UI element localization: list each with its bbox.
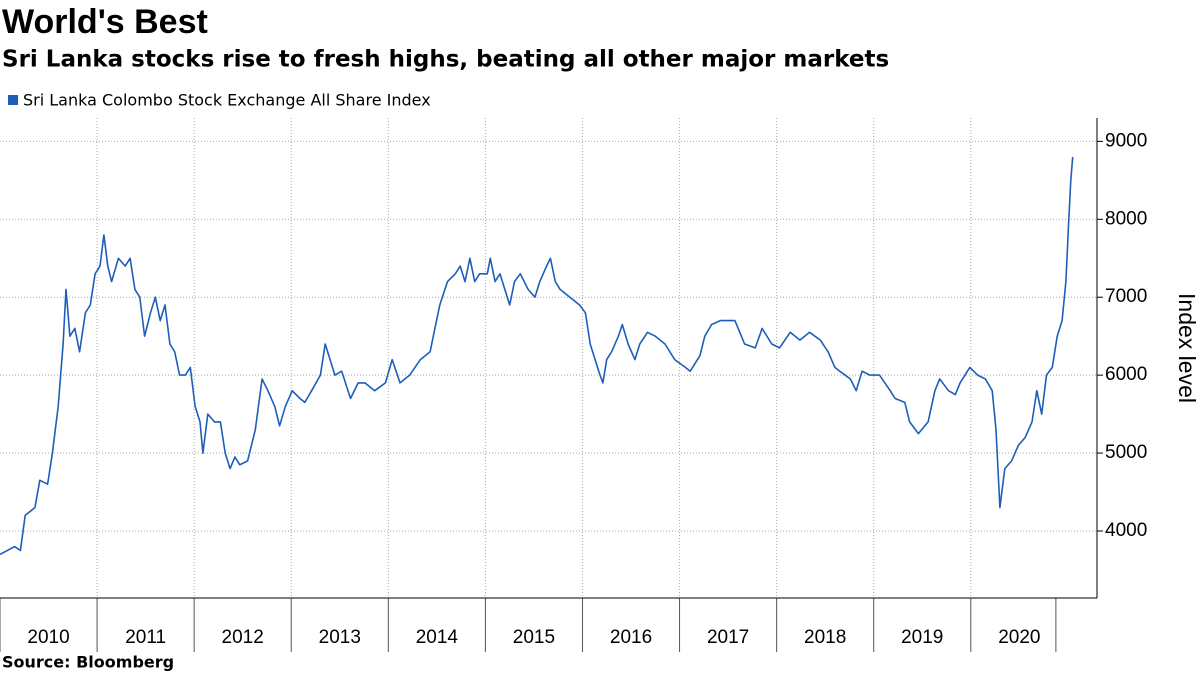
chart-title: World's Best [2, 3, 208, 41]
x-tick-label: 2011 [125, 627, 166, 648]
y-axis-label: Index level [1174, 293, 1200, 403]
line [0, 156, 1074, 556]
x-tick-label: 2019 [901, 627, 943, 648]
source: Source: Bloomberg [2, 653, 174, 672]
x-tick-label: 2016 [610, 627, 652, 648]
x-tick-label: 2015 [513, 627, 555, 648]
x-tick-label: 2017 [707, 627, 749, 648]
x-tick-label: 2020 [998, 627, 1040, 648]
y-tick-label: 6000 [1105, 364, 1147, 385]
y-tick-label: 5000 [1105, 442, 1147, 463]
x-tick-label: 2014 [416, 627, 459, 648]
legend-label: Sri Lanka Colombo Stock Exchange All Sha… [23, 91, 431, 110]
y-tick-label: 7000 [1105, 286, 1147, 307]
x-tick-label: 2013 [319, 627, 361, 648]
x-tick-label: 2010 [27, 627, 69, 648]
x-tick-label: 2018 [804, 627, 846, 648]
x-tick-label: 2012 [222, 627, 264, 648]
y-tick-label: 9000 [1105, 130, 1147, 151]
y-tick-label: 8000 [1105, 208, 1147, 229]
y-tick-label: 4000 [1105, 520, 1147, 541]
chart-subtitle: Sri Lanka stocks rise to fresh highs, be… [2, 47, 889, 73]
legend-swatch [8, 95, 18, 105]
